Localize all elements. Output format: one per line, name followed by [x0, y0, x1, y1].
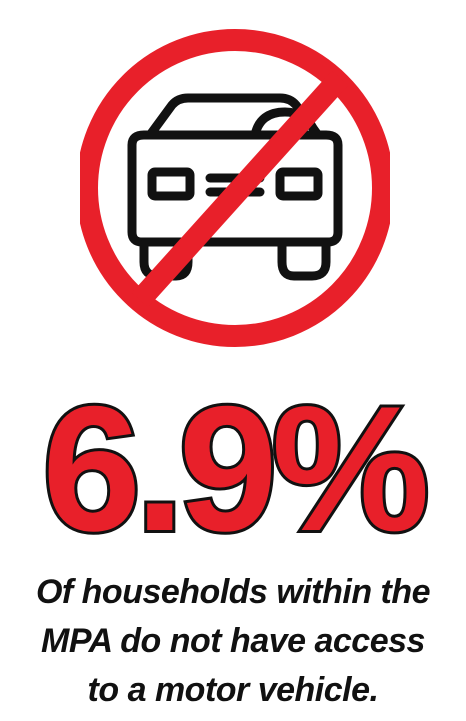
caption-line-2: MPA do not have access: [41, 622, 425, 660]
caption: Of households within the MPA do not have…: [0, 568, 466, 715]
no-car-icon: [80, 29, 390, 347]
caption-line-3: to a motor vehicle.: [87, 671, 379, 709]
caption-line-1: Of households within the: [35, 573, 431, 611]
statistic-text: 6.9%: [42, 380, 425, 550]
prohibition-slash: [131, 70, 349, 308]
car-icon: [127, 93, 343, 281]
statistic-value: 6.9%: [39, 380, 434, 550]
prohibition-circle: [80, 29, 390, 347]
